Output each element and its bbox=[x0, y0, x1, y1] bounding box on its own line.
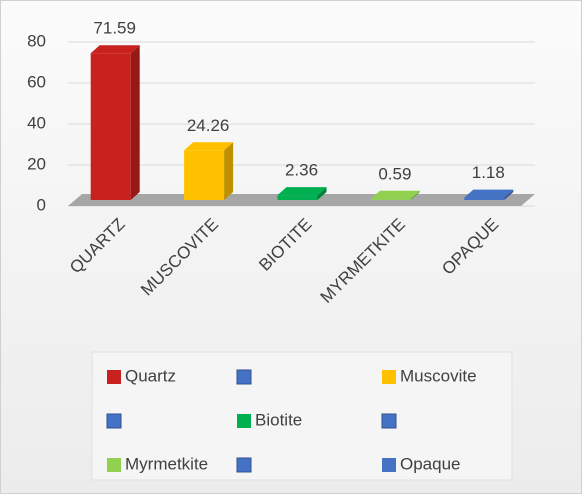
legend-label: Opaque bbox=[400, 454, 461, 473]
bar bbox=[184, 150, 225, 200]
y-tick-label: 0 bbox=[37, 195, 46, 214]
legend-swatch bbox=[382, 458, 396, 472]
data-label: 71.59 bbox=[93, 19, 136, 38]
bar-side bbox=[224, 142, 234, 200]
legend-box bbox=[91, 351, 513, 481]
legend-blank-swatch bbox=[236, 369, 252, 385]
legend-blank-swatch bbox=[236, 457, 252, 473]
y-tick-label: 40 bbox=[27, 113, 46, 132]
legend-label: Myrmetkite bbox=[125, 454, 208, 473]
y-tick-label: 20 bbox=[27, 154, 46, 173]
bar-top bbox=[277, 187, 327, 196]
bar-top bbox=[184, 142, 234, 151]
data-label: 2.36 bbox=[285, 161, 318, 180]
data-label: 0.59 bbox=[378, 164, 411, 183]
bar-top bbox=[370, 190, 420, 199]
bar-side bbox=[504, 189, 514, 200]
legend-blank-swatch bbox=[381, 413, 397, 429]
legend-swatch bbox=[107, 370, 121, 384]
legend-blank-swatch bbox=[106, 413, 122, 429]
bar bbox=[90, 53, 131, 200]
legend-label: Biotite bbox=[255, 410, 302, 429]
bar-side bbox=[317, 187, 327, 200]
bar-top bbox=[464, 189, 514, 198]
bar bbox=[370, 198, 411, 200]
data-label: 1.18 bbox=[472, 163, 505, 182]
bar bbox=[464, 197, 505, 200]
legend-swatch bbox=[382, 370, 396, 384]
bar-top bbox=[90, 45, 140, 54]
y-tick-label: 80 bbox=[27, 31, 46, 50]
bar-side bbox=[130, 45, 140, 200]
legend-label: Quartz bbox=[125, 366, 176, 385]
bar bbox=[277, 195, 318, 200]
legend-swatch bbox=[237, 414, 251, 428]
bar-side bbox=[410, 190, 420, 200]
legend-swatch bbox=[107, 458, 121, 472]
y-tick-label: 60 bbox=[27, 72, 46, 91]
legend-label: Muscovite bbox=[400, 366, 477, 385]
data-label: 24.26 bbox=[187, 116, 230, 135]
